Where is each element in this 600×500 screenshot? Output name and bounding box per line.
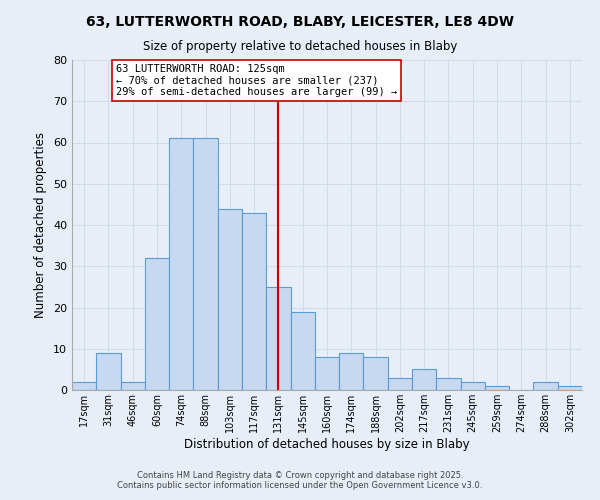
Text: 63 LUTTERWORTH ROAD: 125sqm
← 70% of detached houses are smaller (237)
29% of se: 63 LUTTERWORTH ROAD: 125sqm ← 70% of det… xyxy=(116,64,397,98)
X-axis label: Distribution of detached houses by size in Blaby: Distribution of detached houses by size … xyxy=(184,438,470,450)
Bar xyxy=(266,287,290,390)
Bar xyxy=(339,353,364,390)
Bar xyxy=(533,382,558,390)
Bar xyxy=(145,258,169,390)
Bar xyxy=(96,353,121,390)
Text: Size of property relative to detached houses in Blaby: Size of property relative to detached ho… xyxy=(143,40,457,53)
Text: Contains HM Land Registry data © Crown copyright and database right 2025.
Contai: Contains HM Land Registry data © Crown c… xyxy=(118,470,482,490)
Bar xyxy=(412,370,436,390)
Bar xyxy=(121,382,145,390)
Y-axis label: Number of detached properties: Number of detached properties xyxy=(34,132,47,318)
Bar xyxy=(388,378,412,390)
Bar xyxy=(290,312,315,390)
Bar xyxy=(315,357,339,390)
Bar xyxy=(558,386,582,390)
Bar xyxy=(169,138,193,390)
Bar xyxy=(193,138,218,390)
Bar xyxy=(485,386,509,390)
Bar xyxy=(218,208,242,390)
Bar xyxy=(461,382,485,390)
Text: 63, LUTTERWORTH ROAD, BLABY, LEICESTER, LE8 4DW: 63, LUTTERWORTH ROAD, BLABY, LEICESTER, … xyxy=(86,15,514,29)
Bar xyxy=(364,357,388,390)
Bar xyxy=(242,212,266,390)
Bar xyxy=(436,378,461,390)
Bar xyxy=(72,382,96,390)
